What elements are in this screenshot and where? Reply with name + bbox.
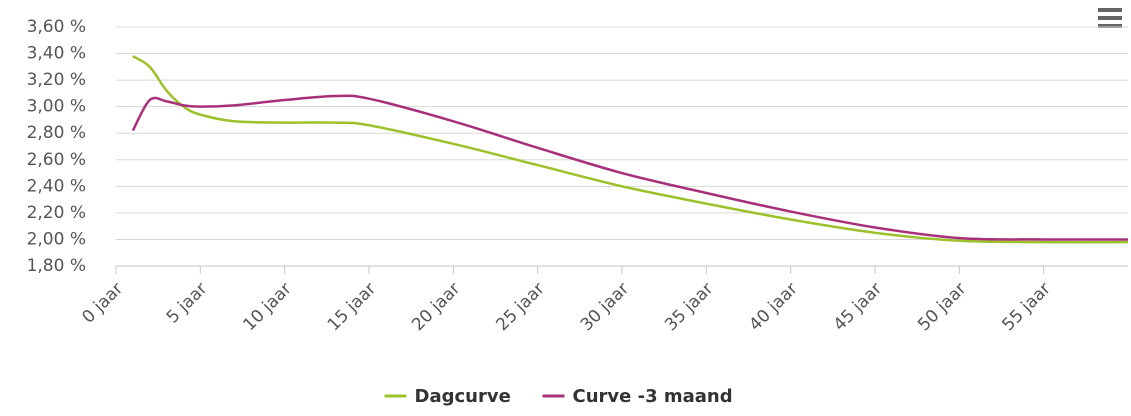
x-tick-label: 45 jaar bbox=[830, 279, 886, 335]
legend: Dagcurve Curve -3 maand bbox=[384, 386, 733, 407]
x-tick-label: 15 jaar bbox=[324, 279, 380, 335]
series-line bbox=[131, 94, 1129, 241]
x-tick-label: 10 jaar bbox=[239, 279, 295, 335]
y-tick-label: 2,20 % bbox=[27, 203, 86, 223]
y-tick-label: 3,20 % bbox=[27, 70, 86, 90]
x-tick-label: 0 jaar bbox=[78, 279, 127, 328]
legend-label: Dagcurve bbox=[415, 386, 511, 407]
legend-label: Curve -3 maand bbox=[573, 386, 733, 407]
y-tick-label: 2,80 % bbox=[27, 123, 86, 143]
series-line bbox=[132, 55, 1129, 244]
y-tick-label: 2,60 % bbox=[27, 150, 86, 170]
x-tick-label: 55 jaar bbox=[998, 279, 1054, 335]
y-tick-label: 2,00 % bbox=[27, 229, 86, 249]
x-tick-label: 25 jaar bbox=[492, 279, 548, 335]
x-tick-label: 20 jaar bbox=[408, 279, 464, 335]
y-tick-label: 3,00 % bbox=[27, 97, 86, 117]
x-tick-label: 35 jaar bbox=[661, 279, 717, 335]
y-tick-label: 2,40 % bbox=[27, 176, 86, 196]
x-tick-label: 30 jaar bbox=[577, 279, 633, 335]
y-tick-label: 1,80 % bbox=[27, 256, 86, 276]
x-tick-label: 50 jaar bbox=[914, 279, 970, 335]
x-tick-label: 40 jaar bbox=[745, 279, 801, 335]
y-tick-label: 3,40 % bbox=[27, 44, 86, 64]
menu-icon[interactable] bbox=[1098, 8, 1122, 28]
x-tick-label: 5 jaar bbox=[163, 279, 212, 328]
y-tick-label: 3,60 % bbox=[27, 17, 86, 37]
